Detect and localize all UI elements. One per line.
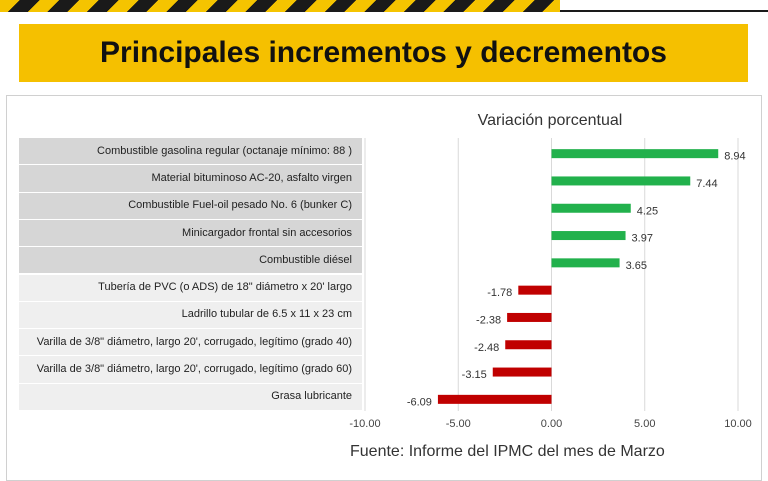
bar bbox=[551, 258, 620, 268]
category-label: Tubería de PVC (o ADS) de 18" diámetro x… bbox=[19, 274, 362, 302]
category-label: Minicargador frontal sin accesorios bbox=[19, 219, 362, 248]
x-tick-label: 0.00 bbox=[541, 418, 562, 430]
source-note: Fuente: Informe del IPMC del mes de Marz… bbox=[350, 443, 665, 460]
bar bbox=[437, 394, 552, 404]
data-label: 3.65 bbox=[626, 260, 647, 272]
data-label: -3.15 bbox=[462, 369, 487, 381]
category-label: Material bituminoso AC-20, asfalto virge… bbox=[19, 165, 362, 193]
bar bbox=[551, 231, 626, 241]
x-tick-label: -10.00 bbox=[349, 418, 380, 430]
header-divider-line bbox=[560, 10, 768, 12]
data-label: -2.48 bbox=[474, 342, 499, 354]
x-tick-label: 10.00 bbox=[724, 418, 752, 430]
bar bbox=[507, 312, 552, 322]
data-label: 7.44 bbox=[696, 178, 717, 190]
category-label: Combustible gasolina regular (octanaje m… bbox=[19, 138, 362, 166]
category-label: Combustible diésel bbox=[19, 247, 362, 275]
data-label: -1.78 bbox=[487, 287, 512, 299]
data-label: 3.97 bbox=[632, 233, 653, 245]
category-label: Varilla de 3/8" diámetro, largo 20', cor… bbox=[19, 329, 362, 357]
data-label: -2.38 bbox=[476, 314, 501, 326]
data-label: 4.25 bbox=[637, 205, 658, 217]
chart-title: Variación porcentual bbox=[477, 112, 623, 129]
page-title: Principales incrementos y decrementos bbox=[100, 36, 667, 69]
x-tick-label: 5.00 bbox=[634, 418, 655, 430]
x-tick-label: -5.00 bbox=[446, 418, 471, 430]
hazard-stripe bbox=[0, 0, 560, 12]
bar bbox=[551, 176, 691, 186]
title-banner: Principales incrementos y decrementos bbox=[19, 24, 748, 82]
bar bbox=[505, 340, 552, 350]
bar bbox=[518, 285, 552, 295]
bar bbox=[492, 367, 552, 377]
data-label: 8.94 bbox=[724, 151, 745, 163]
category-label: Varilla de 3/8" diámetro, largo 20', cor… bbox=[19, 356, 362, 384]
data-label: -6.09 bbox=[407, 396, 432, 408]
category-label: Combustible Fuel-oil pesado No. 6 (bunke… bbox=[19, 192, 362, 220]
category-label: Ladrillo tubular de 6.5 x 11 x 23 cm bbox=[19, 301, 362, 330]
category-label: Grasa lubricante bbox=[19, 383, 362, 411]
bar bbox=[551, 149, 719, 159]
bar bbox=[551, 203, 631, 213]
